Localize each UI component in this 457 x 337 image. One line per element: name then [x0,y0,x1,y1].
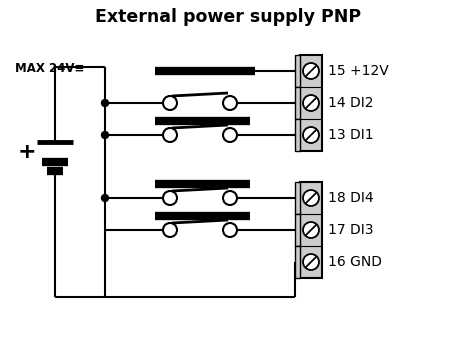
Circle shape [163,223,177,237]
Bar [295,182,300,214]
Text: 16 GND: 16 GND [328,255,382,269]
Circle shape [223,128,237,142]
Bar [295,55,300,87]
Bar [295,119,300,151]
Circle shape [303,254,319,270]
Text: 18 DI4: 18 DI4 [328,191,374,205]
Circle shape [101,194,108,202]
Bar [300,182,322,278]
Text: 13 DI1: 13 DI1 [328,128,374,142]
Circle shape [163,128,177,142]
Circle shape [101,131,108,139]
Circle shape [163,191,177,205]
Circle shape [223,191,237,205]
Bar [295,214,300,246]
Bar [295,246,300,278]
Circle shape [303,222,319,238]
Circle shape [303,63,319,79]
Circle shape [223,223,237,237]
Text: MAX 24V≡: MAX 24V≡ [15,62,85,75]
Circle shape [223,96,237,110]
Text: 17 DI3: 17 DI3 [328,223,373,237]
Text: 15 +12V: 15 +12V [328,64,389,78]
Text: +: + [18,142,36,162]
Circle shape [303,127,319,143]
Text: 14 DI2: 14 DI2 [328,96,373,110]
Text: External power supply PNP: External power supply PNP [96,8,361,26]
Circle shape [101,99,108,106]
Circle shape [163,96,177,110]
Circle shape [303,190,319,206]
Bar [295,87,300,119]
Circle shape [303,95,319,111]
Bar [300,55,322,151]
